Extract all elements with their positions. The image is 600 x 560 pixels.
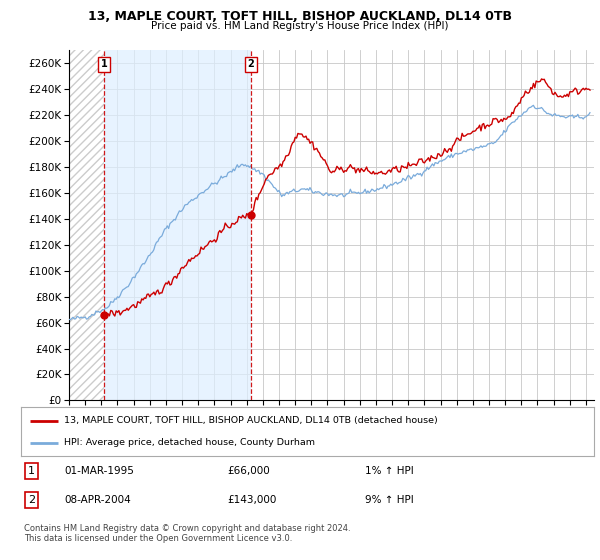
Text: Price paid vs. HM Land Registry's House Price Index (HPI): Price paid vs. HM Land Registry's House … xyxy=(151,21,449,31)
Text: 1: 1 xyxy=(28,466,35,476)
Text: HPI: Average price, detached house, County Durham: HPI: Average price, detached house, Coun… xyxy=(64,438,315,447)
Text: 13, MAPLE COURT, TOFT HILL, BISHOP AUCKLAND, DL14 0TB: 13, MAPLE COURT, TOFT HILL, BISHOP AUCKL… xyxy=(88,10,512,23)
Text: 01-MAR-1995: 01-MAR-1995 xyxy=(64,466,134,476)
Text: 2: 2 xyxy=(248,59,254,69)
Text: 1: 1 xyxy=(101,59,107,69)
Text: 2: 2 xyxy=(28,495,35,505)
Bar xyxy=(104,50,251,400)
Text: 08-APR-2004: 08-APR-2004 xyxy=(64,495,131,505)
Text: £66,000: £66,000 xyxy=(227,466,270,476)
Text: Contains HM Land Registry data © Crown copyright and database right 2024.
This d: Contains HM Land Registry data © Crown c… xyxy=(24,524,350,543)
Bar xyxy=(69,50,104,400)
Text: 9% ↑ HPI: 9% ↑ HPI xyxy=(365,495,413,505)
Text: 13, MAPLE COURT, TOFT HILL, BISHOP AUCKLAND, DL14 0TB (detached house): 13, MAPLE COURT, TOFT HILL, BISHOP AUCKL… xyxy=(64,417,438,426)
Text: 1% ↑ HPI: 1% ↑ HPI xyxy=(365,466,413,476)
Text: £143,000: £143,000 xyxy=(227,495,277,505)
